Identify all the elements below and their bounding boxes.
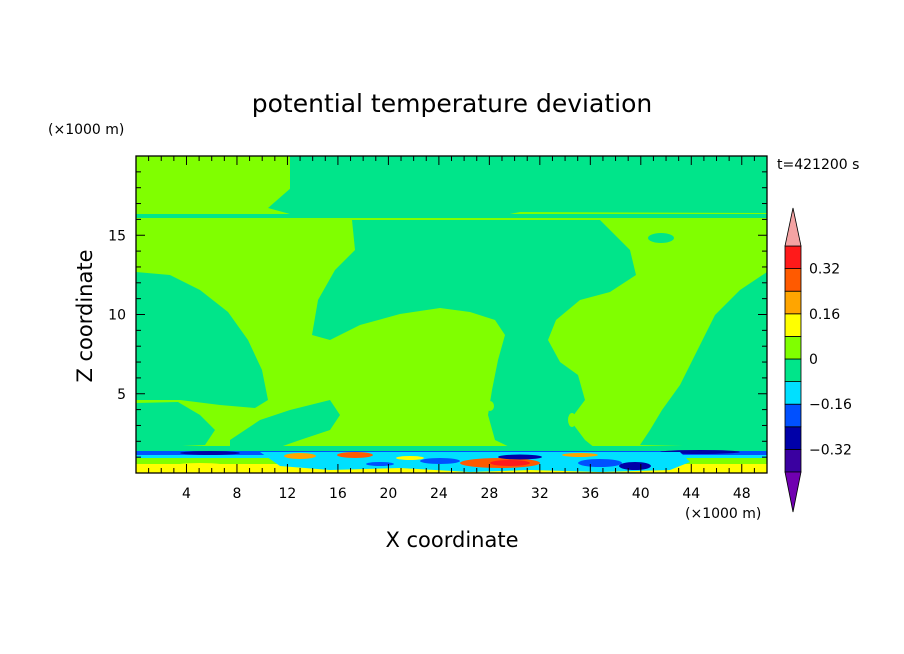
colorbar-label: −0.16 (809, 397, 852, 413)
x-tick-label: 28 (480, 486, 498, 502)
contour-field (136, 156, 767, 473)
cold-core-left (180, 451, 240, 455)
y-tick-label: 15 (108, 228, 126, 244)
contour-region-small-ellipse (648, 233, 674, 243)
warm-core-3 (396, 456, 424, 460)
x-tick-label: 4 (182, 486, 191, 502)
contour-spot-a (486, 401, 494, 411)
chart-title: potential temperature deviation (252, 89, 652, 118)
colorbar-band (784, 358, 802, 383)
x-tick-label: 44 (682, 486, 700, 502)
y-axis-label: Z coordinate (73, 249, 97, 382)
time-label: t=421200 s (777, 157, 859, 173)
cold-core-4 (619, 462, 651, 470)
x-tick-label: 48 (733, 486, 751, 502)
x-axis-unit: (×1000 m) (685, 506, 761, 522)
contour-region-right-lobe (640, 272, 767, 448)
y-tick-label: 10 (108, 308, 126, 324)
x-tick-label: 32 (531, 486, 549, 502)
x-axis-label: X coordinate (385, 528, 518, 552)
x-tick-label: 16 (329, 486, 347, 502)
x-tick-label: 36 (581, 486, 599, 502)
x-tick-label: 8 (232, 486, 241, 502)
cold-core-5 (366, 462, 394, 466)
cold-core-3 (578, 459, 622, 467)
contour-region-left-lobe (136, 272, 268, 408)
x-tick-label: 20 (379, 486, 397, 502)
warm-core-6 (562, 453, 598, 457)
boundary-mint-band (136, 446, 767, 451)
colorbar: 0.32 0.16 0 −0.16 −0.32 (784, 207, 852, 513)
colorbar-band (784, 268, 802, 292)
colorbar-band (784, 245, 802, 270)
x-tick-label: 24 (430, 486, 448, 502)
contour-band-16km (136, 214, 767, 218)
x-axis-ticks: 4 8 12 16 20 24 28 32 36 40 44 48 (148, 156, 755, 502)
colorbar-band (784, 381, 802, 405)
x-tick-label: 40 (632, 486, 650, 502)
y-axis-unit: (×1000 m) (48, 122, 124, 138)
colorbar-label: 0.32 (809, 262, 840, 278)
warm-core-5 (490, 460, 530, 466)
contour-region-central-plume (312, 220, 636, 452)
colorbar-band (784, 403, 802, 428)
contour-region-upper-top (290, 156, 600, 212)
contour-region-lower-mid (230, 400, 340, 449)
warm-core-1 (284, 453, 316, 459)
colorbar-label: 0 (809, 352, 818, 368)
y-tick-label: 5 (117, 387, 126, 403)
x-tick-label: 12 (279, 486, 297, 502)
colorbar-label: 0.16 (809, 307, 840, 323)
cold-core-2 (498, 454, 542, 460)
colorbar-band (784, 290, 802, 315)
y-axis-ticks: 5 10 15 (108, 171, 767, 458)
colorbar-band (784, 335, 802, 360)
cold-core-1 (420, 458, 460, 464)
contour-spot-b (568, 413, 576, 427)
colorbar-over-arrow (784, 207, 802, 247)
colorbar-band (784, 313, 802, 337)
colorbar-under-arrow (784, 471, 802, 513)
contour-region-lower-left (136, 402, 215, 448)
surface-yellow-patch (170, 463, 230, 471)
colorbar-band (784, 448, 802, 473)
colorbar-label: −0.32 (809, 442, 852, 458)
warm-core-2 (337, 452, 373, 458)
colorbar-band (784, 426, 802, 450)
